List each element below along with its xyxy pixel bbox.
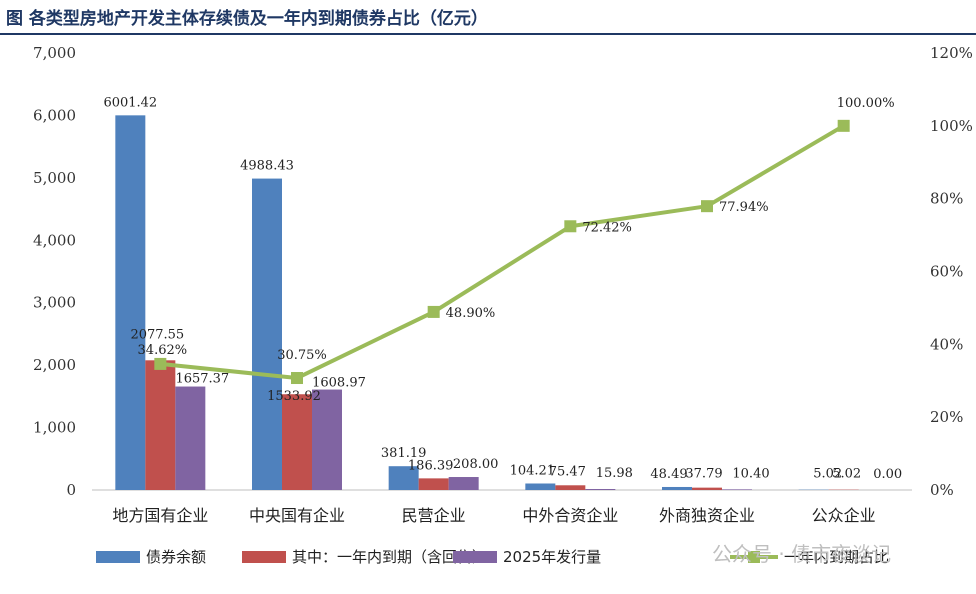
bar-data-label: 5.02: [813, 467, 842, 482]
bar-data-label: 1657.37: [175, 372, 229, 387]
bar: [312, 389, 342, 490]
ratio-marker: [564, 220, 577, 233]
watermark: 公众号 · 债市夜谈记: [712, 542, 891, 566]
bar: [252, 178, 282, 490]
ratio-line: [160, 124, 845, 381]
legend-swatch: [242, 551, 286, 563]
right-tick-label: 20%: [930, 408, 963, 426]
ratio-data-label: 77.94%: [719, 200, 769, 215]
ratio-data-label: 72.42%: [582, 220, 632, 235]
right-tick-label: 80%: [930, 190, 963, 208]
legend-swatch: [453, 551, 497, 563]
bar: [115, 115, 146, 491]
left-tick-label: 2,000: [33, 356, 76, 374]
ratio-marker: [701, 200, 713, 213]
ratio-marker: [427, 305, 440, 318]
ratio-data-label: 100.00%: [837, 96, 895, 111]
bar-data-label: 1608.97: [312, 376, 366, 391]
bar: [585, 489, 616, 490]
right-tick-label: 40%: [930, 335, 963, 353]
category-label: 民营企业: [402, 506, 466, 525]
bar: [145, 360, 176, 490]
bar-data-label: 1533.92: [267, 389, 321, 404]
bar-data-label: 37.79: [685, 467, 722, 482]
legend-label: 债券余额: [146, 548, 206, 566]
left-tick-label: 5,000: [33, 169, 76, 187]
bar: [555, 485, 586, 490]
right-tick-label: 100%: [930, 117, 973, 135]
bar-data-label: 10.40: [732, 466, 769, 481]
bar-data-label: 186.39: [408, 458, 454, 473]
bar: [692, 487, 722, 490]
bar: [388, 466, 419, 490]
bar: [175, 386, 206, 490]
left-tick-label: 7,000: [33, 44, 76, 62]
bar-data-label: 15.98: [596, 466, 633, 481]
bar: [722, 489, 752, 490]
bar-data-label: 6001.42: [103, 95, 157, 110]
right-tick-label: 0%: [930, 481, 954, 499]
legend-swatch: [96, 551, 140, 563]
bar-data-label: 0.00: [873, 467, 902, 482]
bar-data-label: 5.02: [832, 467, 861, 482]
ratio-marker: [154, 357, 167, 370]
bar-data-label: 4988.43: [240, 159, 294, 174]
bar-data-label: 208.00: [453, 457, 499, 472]
left-tick-label: 0: [66, 481, 76, 499]
ratio-data-label: 48.90%: [446, 306, 496, 321]
bar-data-label: 75.47: [549, 464, 586, 479]
bar-data-label: 381.19: [381, 446, 427, 461]
ratio-marker: [291, 372, 303, 385]
bar-data-label: 48.49: [650, 467, 687, 482]
category-label: 中外合资企业: [522, 506, 618, 525]
right-tick-label: 60%: [930, 263, 963, 281]
ratio-data-label: 34.62%: [138, 343, 188, 358]
ratio-marker: [837, 119, 850, 132]
right-tick-label: 120%: [930, 44, 973, 62]
legend-swatch-marker: [748, 551, 760, 563]
bar-data-label: 104.21: [510, 463, 556, 478]
bar-data-label: 2077.55: [130, 327, 184, 342]
left-tick-label: 4,000: [33, 231, 76, 249]
left-tick-label: 1,000: [33, 419, 76, 437]
bar: [448, 477, 479, 490]
category-label: 公众企业: [812, 506, 876, 525]
legend-label: 2025年发行量: [503, 548, 601, 566]
bar: [282, 394, 312, 490]
legend-label: 一年内到期占比: [784, 548, 889, 566]
bar: [662, 486, 692, 490]
ratio-data-label: 30.75%: [277, 348, 327, 363]
category-label: 地方国有企业: [112, 506, 208, 525]
title-rule: [0, 33, 976, 35]
left-tick-label: 3,000: [33, 294, 76, 312]
category-label: 外商独资企业: [659, 506, 755, 525]
bar: [418, 478, 449, 490]
bar: [525, 483, 556, 490]
legend-label: 其中：一年内到期（含回售）: [292, 548, 487, 566]
left-tick-label: 6,000: [33, 106, 76, 124]
chart-title: 图 各类型房地产开发主体存续债及一年内到期债券占比（亿元）: [6, 9, 488, 29]
category-label: 中央国有企业: [249, 506, 345, 525]
